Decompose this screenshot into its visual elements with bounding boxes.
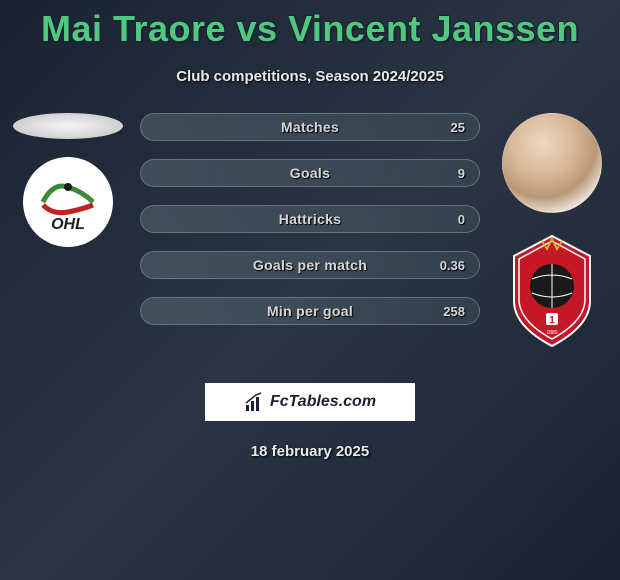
stat-right-value: 0 <box>458 212 465 227</box>
svg-text:OHL: OHL <box>51 216 85 233</box>
right-player-column: 1 1880 <box>492 113 612 351</box>
svg-text:1880: 1880 <box>546 330 557 336</box>
stat-label: Hattricks <box>279 211 342 227</box>
left-player-column: OHL <box>8 113 128 247</box>
stat-row-goals-per-match: Goals per match 0.36 <box>140 251 480 279</box>
stat-label: Matches <box>281 119 339 135</box>
stat-label: Min per goal <box>267 303 353 319</box>
comparison-row: OHL Matches 25 Goals 9 Hattricks 0 Goals… <box>0 113 620 351</box>
stat-right-value: 0.36 <box>440 258 465 273</box>
club-badge-antwerp: 1 1880 <box>502 231 602 351</box>
stat-label: Goals <box>290 165 330 181</box>
stat-row-matches: Matches 25 <box>140 113 480 141</box>
antwerp-logo-icon: 1 1880 <box>502 231 602 351</box>
svg-text:1: 1 <box>549 315 555 326</box>
subtitle: Club competitions, Season 2024/2025 <box>0 68 620 85</box>
fctables-watermark: FcTables.com <box>205 383 415 421</box>
page-title: Mai Traore vs Vincent Janssen <box>0 0 620 50</box>
stat-row-min-per-goal: Min per goal 258 <box>140 297 480 325</box>
ohl-logo-icon: OHL <box>33 167 103 237</box>
club-badge-ohl: OHL <box>23 157 113 247</box>
chart-icon <box>244 391 266 413</box>
player-photo-left <box>13 113 123 139</box>
date-label: 18 february 2025 <box>0 443 620 460</box>
fctables-label: FcTables.com <box>270 393 376 411</box>
stat-right-value: 258 <box>443 304 465 319</box>
stat-label: Goals per match <box>253 257 367 273</box>
stat-right-value: 9 <box>458 166 465 181</box>
stat-right-value: 25 <box>451 120 465 135</box>
stats-column: Matches 25 Goals 9 Hattricks 0 Goals per… <box>128 113 492 325</box>
player-photo-right <box>502 113 602 213</box>
stat-row-hattricks: Hattricks 0 <box>140 205 480 233</box>
stat-row-goals: Goals 9 <box>140 159 480 187</box>
